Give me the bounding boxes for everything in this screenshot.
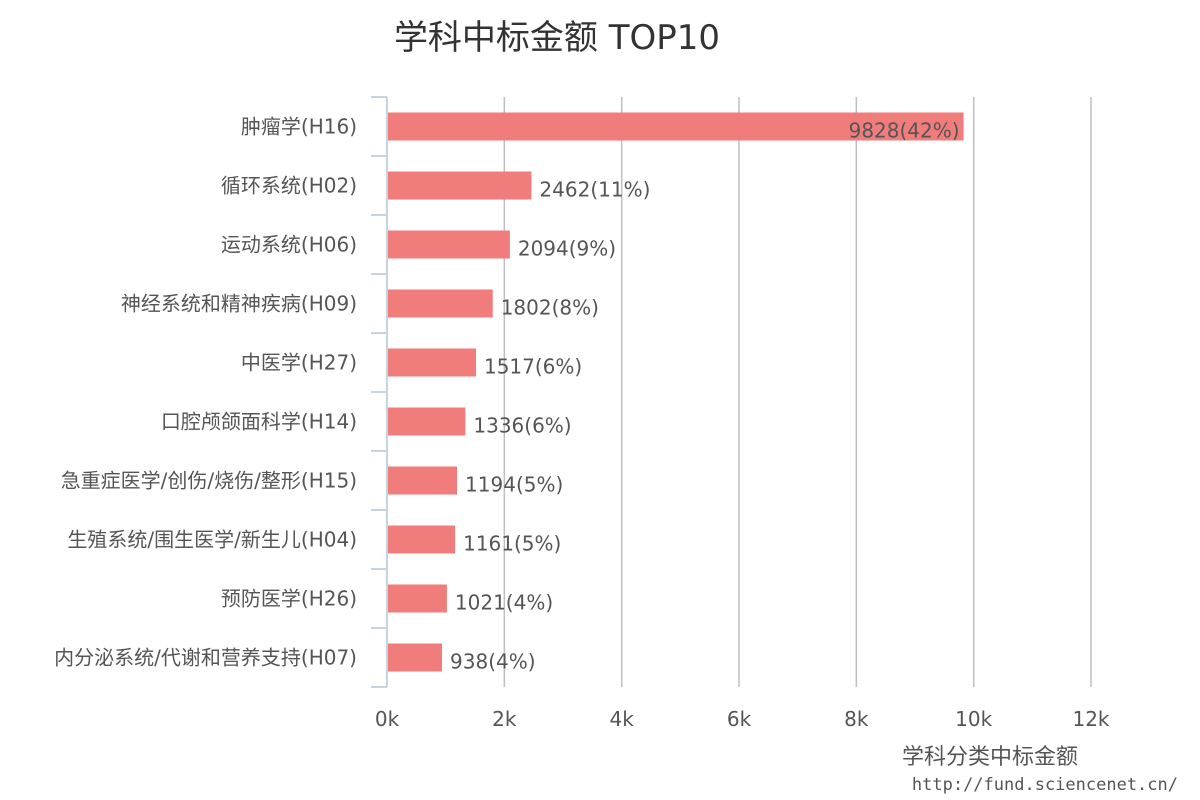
- category-label: 运动系统(H06): [221, 233, 357, 257]
- x-tick-label: 12k: [1072, 707, 1109, 731]
- data-label: 1021(4%): [455, 591, 553, 615]
- data-label: 9828(42%): [849, 119, 960, 143]
- data-label: 1194(5%): [465, 473, 563, 497]
- source-link[interactable]: http://fund.sciencenet.cn/: [912, 775, 1178, 795]
- bar: [388, 348, 476, 377]
- category-label: 中医学(H27): [241, 351, 357, 375]
- category-label: 急重症医学/创伤/烧伤/整形(H15): [61, 469, 357, 493]
- bar: [388, 289, 493, 318]
- bar: [388, 466, 458, 495]
- data-label: 938(4%): [450, 650, 536, 674]
- category-label: 生殖系统/围生医学/新生儿(H04): [67, 528, 357, 552]
- x-tick-label: 0k: [375, 707, 400, 731]
- chart-title: 学科中标金额 TOP10: [394, 18, 720, 58]
- x-tick-label: 2k: [492, 707, 517, 731]
- data-label: 2094(9%): [518, 237, 616, 261]
- data-label: 1161(5%): [463, 532, 561, 556]
- grid-layer: [503, 97, 1092, 687]
- axis-layer: 0k 2k 4k 6k 8k 10k 12k 肿瘤学(H16) 循环系统(H02) 运动系统(H0…: [54, 96, 1110, 731]
- x-tick-label: 4k: [610, 707, 635, 731]
- x-tick-label: 8k: [844, 707, 869, 731]
- bar: [388, 643, 443, 672]
- category-label: 内分泌系统/代谢和营养支持(H07): [54, 646, 357, 670]
- data-label: 2462(11%): [539, 178, 650, 202]
- x-axis-title: 学科分类中标金额: [902, 745, 1078, 770]
- bar: [388, 230, 510, 259]
- category-label: 循环系统(H02): [221, 174, 357, 198]
- bar: [388, 112, 964, 141]
- data-label: 1517(6%): [484, 355, 582, 379]
- bar-layer: 9828(42%) 2462(11%) 2094(9%) 1802(8%) 1517(6…: [388, 112, 964, 674]
- x-tick-label: 6k: [727, 707, 752, 731]
- bar: [388, 584, 447, 613]
- category-label: 预防医学(H26): [221, 587, 357, 611]
- bar: [388, 525, 456, 554]
- category-label: 口腔颅颌面科学(H14): [161, 410, 357, 434]
- bar: [388, 171, 532, 200]
- data-label: 1802(8%): [501, 296, 599, 320]
- category-label: 肿瘤学(H16): [241, 115, 357, 139]
- category-label: 神经系统和精神疾病(H09): [121, 292, 357, 316]
- bar: [388, 407, 466, 436]
- x-tick-label: 10k: [955, 707, 992, 731]
- data-label: 1336(6%): [473, 414, 571, 438]
